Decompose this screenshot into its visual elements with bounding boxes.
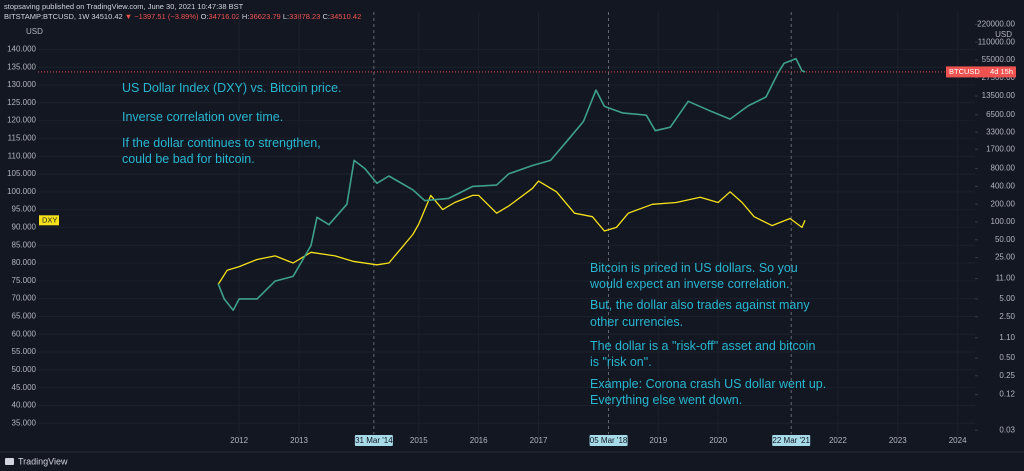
y-tick-label: 75.000 [12,276,37,285]
y-tick-label: 65.000 [12,312,37,321]
last-price: 34510.42 [91,12,122,21]
y-tick-label: 110.000 [8,151,37,160]
y2-tick-label: 100.00 [991,217,1016,226]
marker-label-bg [354,435,393,446]
y2-tick-label: 110000.00 [978,37,1016,46]
left-unit: USD [26,27,43,36]
marker-label: 05 Mar '18 [590,436,628,445]
y-tick-label: 95.000 [12,205,37,214]
y2-tick-label: 5.00 [999,294,1015,303]
publisher-line: stopsaving published on TradingView.com,… [4,2,244,11]
annotation: would expect an inverse correlation. [589,277,789,291]
annotation: The dollar is a "risk-off" asset and bit… [590,339,815,353]
x-tick-label: 2019 [649,436,667,445]
close-value: 34510.42 [330,12,361,21]
symbol-line: BITSTAMP:BTCUSD, 1W 34510.42 ▼ −1397.51 … [4,12,361,21]
y2-tick-label: 25.00 [995,253,1016,262]
high-value: 36623.79 [249,12,280,21]
y-tick-label: 45.000 [12,383,37,392]
price-label-name: BTCUSD [949,67,980,76]
x-tick-label: 2017 [530,436,548,445]
open-value: 34716.02 [209,12,240,21]
y2-tick-label: 800.00 [991,164,1016,173]
x-tick-label: 2020 [709,436,727,445]
high-label: H: [242,12,250,21]
x-tick-label: 2022 [829,436,847,445]
y2-tick-label: 0.03 [999,425,1015,434]
y2-tick-label: 11.00 [996,274,1016,283]
footer-brand: TradingView [18,456,68,466]
x-tick-label: 2016 [470,436,488,445]
right-unit: USD [995,30,1012,39]
y2-tick-label: 1700.00 [986,144,1015,153]
y-tick-label: 115.000 [8,134,37,143]
series-line [217,57,806,312]
annotation: Example: Corona crash US dollar went up. [590,377,826,391]
x-tick-label: 2015 [410,436,428,445]
annotation: But, the dollar also trades against many [590,298,810,312]
marker-label: 22 Mar '21 [772,436,810,445]
annotations: US Dollar Index (DXY) vs. Bitcoin price.… [122,81,826,407]
x-tick-label: 2023 [889,436,907,445]
dxy-label-bg [39,215,59,226]
y2-tick-label: 220000.00 [977,19,1015,28]
annotation: Everything else went down. [590,393,742,407]
price-label-time: 4d 15h [990,67,1013,76]
y2-tick-label: 0.50 [999,353,1015,362]
plot-area: 140.000 135.000 130.000 125.000 120.000 115.0… [7,12,1016,446]
annotation: If the dollar continues to strengthen, [122,136,321,150]
open-label: O: [201,12,209,21]
close-label: C: [322,12,330,21]
y2-tick-label: 3300.00 [986,127,1015,136]
x-tick-label: 2012 [230,436,248,445]
y2-tick-label: 6500.00 [986,110,1015,119]
y-tick-label: 130.000 [7,80,36,89]
dxy-label: DXY [42,215,57,224]
y-tick-label: 85.000 [12,240,37,249]
y2-tick-label: 200.00 [991,199,1016,208]
y2-tick-label: 55000.00 [982,55,1016,64]
y2-tick-label: 13500.00 [982,91,1016,100]
low-label: L: [283,12,289,21]
y2-tick-label: 0.12 [999,390,1015,399]
low-value: 33878.23 [289,12,320,21]
y2-tick-label: 2.50 [999,312,1015,321]
y-tick-label: 100.000 [7,187,36,196]
annotation: Bitcoin is priced in US dollars. So you [590,261,798,275]
y-tick-label: 40.000 [12,401,37,410]
y-tick-label: 120.000 [7,116,36,125]
y-tick-label: 105.000 [7,169,36,178]
y-tick-label: 125.000 [7,98,36,107]
y-tick-label: 90.000 [12,223,37,232]
price-change: ▼ −1397.51 (−3.89%) [125,12,199,21]
annotation: Inverse correlation over time. [122,110,283,124]
marker-label-bg [589,435,628,446]
y2-tick-label: 0.25 [999,371,1015,380]
y-tick-label: 80.000 [12,258,37,267]
annotation: is "risk on". [590,355,652,369]
y2-tick-label: 1.10 [999,333,1015,342]
y2-tick-label: 400.00 [991,181,1016,190]
annotation: other currencies. [590,315,683,329]
y-tick-label: 135.000 [7,62,36,71]
footer-logo [5,458,14,465]
marker-label: 31 Mar '14 [355,436,393,445]
price-label-bg [946,66,1016,78]
series-line [217,180,806,285]
marker-label-bg [772,435,811,446]
symbol: BITSTAMP:BTCUSD, 1W [4,12,90,21]
y-tick-label: 70.000 [12,294,37,303]
y-tick-label: 35.000 [12,418,37,427]
x-tick-label: 2024 [949,436,967,445]
annotation: US Dollar Index (DXY) vs. Bitcoin price. [122,81,342,95]
y-tick-label: 60.000 [12,329,37,338]
y2-tick-label: 50.00 [995,235,1016,244]
y-tick-label: 55.000 [12,347,37,356]
y-tick-label: 50.000 [12,365,37,374]
annotation: could be bad for bitcoin. [122,152,255,166]
x-tick-label: 2013 [290,436,308,445]
y-tick-label: 140.000 [7,44,36,53]
